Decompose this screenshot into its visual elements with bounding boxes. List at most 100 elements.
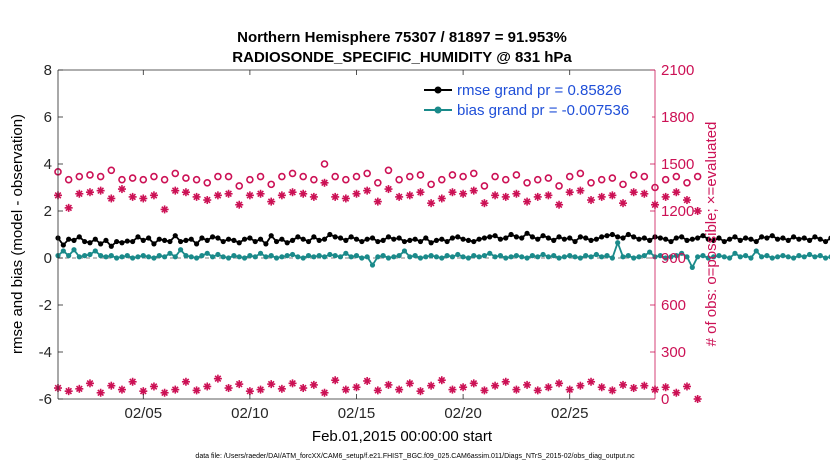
rmse-point (615, 234, 621, 240)
bias-point (497, 253, 504, 259)
rmse-point (759, 234, 765, 240)
bias-point (172, 254, 178, 260)
rmse-point (540, 233, 546, 239)
rmse-point (780, 235, 786, 241)
obs-possible-point (86, 171, 94, 179)
legend-rmse-marker (434, 86, 442, 94)
obs-evaluated-point (107, 194, 116, 203)
obs-possible-point (150, 172, 158, 181)
bias-point (428, 253, 434, 259)
obs-low-count-point (85, 379, 94, 388)
rmse-point (332, 234, 338, 240)
obs-evaluated-point (480, 199, 489, 208)
obs-evaluated-point (224, 189, 233, 198)
obs-evaluated-point (299, 189, 308, 198)
rmse-point (503, 235, 509, 241)
rmse-point (289, 237, 296, 243)
rmse-point (369, 235, 376, 241)
obs-evaluated-point (384, 185, 393, 194)
legend-bias-marker (434, 106, 442, 114)
rmse-point (561, 236, 567, 242)
rmse-point (204, 237, 210, 243)
obs-low-count-point (544, 383, 553, 392)
bias-point (460, 254, 466, 260)
rmse-point (300, 236, 306, 242)
bias-point (769, 255, 775, 261)
rmse-point (396, 235, 402, 241)
rmse-point (353, 236, 360, 242)
obs-possible-point (352, 172, 361, 181)
rmse-point (215, 235, 221, 241)
rmse-point (679, 234, 685, 240)
obs-low-count-point (309, 380, 318, 389)
obs-evaluated-point (629, 188, 638, 197)
obs-possible-point (629, 171, 638, 179)
bias-point (668, 254, 674, 260)
rmse-point (385, 234, 392, 240)
obs-low-count-point (512, 385, 521, 394)
bias-point (76, 254, 82, 260)
obs-possible-point (416, 171, 425, 179)
obs-possible-point (288, 169, 297, 178)
bias-point (561, 254, 567, 260)
rmse-point (82, 238, 88, 245)
obs-evaluated-point (96, 186, 105, 195)
bias-point (743, 253, 749, 259)
bias-point (162, 254, 168, 260)
obs-evaluated-point (203, 196, 212, 205)
obs-low-count-point (661, 383, 670, 392)
bias-point (199, 253, 205, 259)
bias-point (663, 255, 669, 261)
bias-point (481, 253, 488, 259)
rmse-point (599, 234, 605, 240)
rmse-point (220, 238, 226, 245)
obs-possible-point (587, 179, 595, 187)
bias-point (268, 253, 274, 259)
bias-point (604, 253, 610, 259)
rmse-point (327, 231, 333, 238)
bias-point (225, 255, 232, 261)
bias-point (71, 247, 77, 253)
data-marks (54, 160, 830, 403)
bias-point (593, 251, 599, 258)
bias-point (300, 255, 306, 261)
obs-evaluated-point (363, 186, 372, 195)
x-tick-label: 02/15 (338, 405, 376, 422)
obs-evaluated-point (501, 192, 510, 201)
bias-point (673, 253, 679, 259)
bias-point (135, 254, 141, 260)
rmse-point (481, 235, 488, 241)
obs-low-count-point (363, 376, 372, 385)
rmse-point (241, 236, 248, 242)
obs-low-count-point (299, 384, 308, 393)
bias-point (252, 254, 258, 260)
rmse-point (108, 243, 114, 249)
obs-evaluated-point (565, 188, 574, 197)
rmse-point (375, 238, 381, 245)
bias-point (193, 255, 200, 261)
bias-point (359, 255, 365, 261)
bias-point (289, 251, 296, 258)
bias-point (540, 251, 546, 258)
bias-point (727, 255, 733, 261)
rmse-point (743, 235, 749, 241)
rmse-point (348, 234, 354, 240)
legend: rmse grand pr = 0.85826 bias grand pr = … (418, 76, 652, 120)
bias-point (156, 253, 162, 259)
rmse-point (785, 237, 791, 243)
obs-possible-point (96, 172, 105, 181)
bias-point (215, 251, 221, 258)
obs-possible-point (619, 180, 627, 189)
rmse-point (753, 238, 759, 245)
bias-point (385, 255, 392, 261)
rmse-point (631, 234, 637, 240)
obs-evaluated-point (672, 188, 681, 197)
right-tick-label: 0 (661, 391, 669, 408)
rmse-point (476, 236, 482, 242)
obs-possible-point (512, 171, 521, 179)
bias-point (316, 253, 322, 259)
x-axis-label: Feb.01,2015 00:00:00 start (312, 428, 493, 445)
obs-evaluated-point (331, 192, 340, 201)
bias-point (790, 255, 797, 261)
